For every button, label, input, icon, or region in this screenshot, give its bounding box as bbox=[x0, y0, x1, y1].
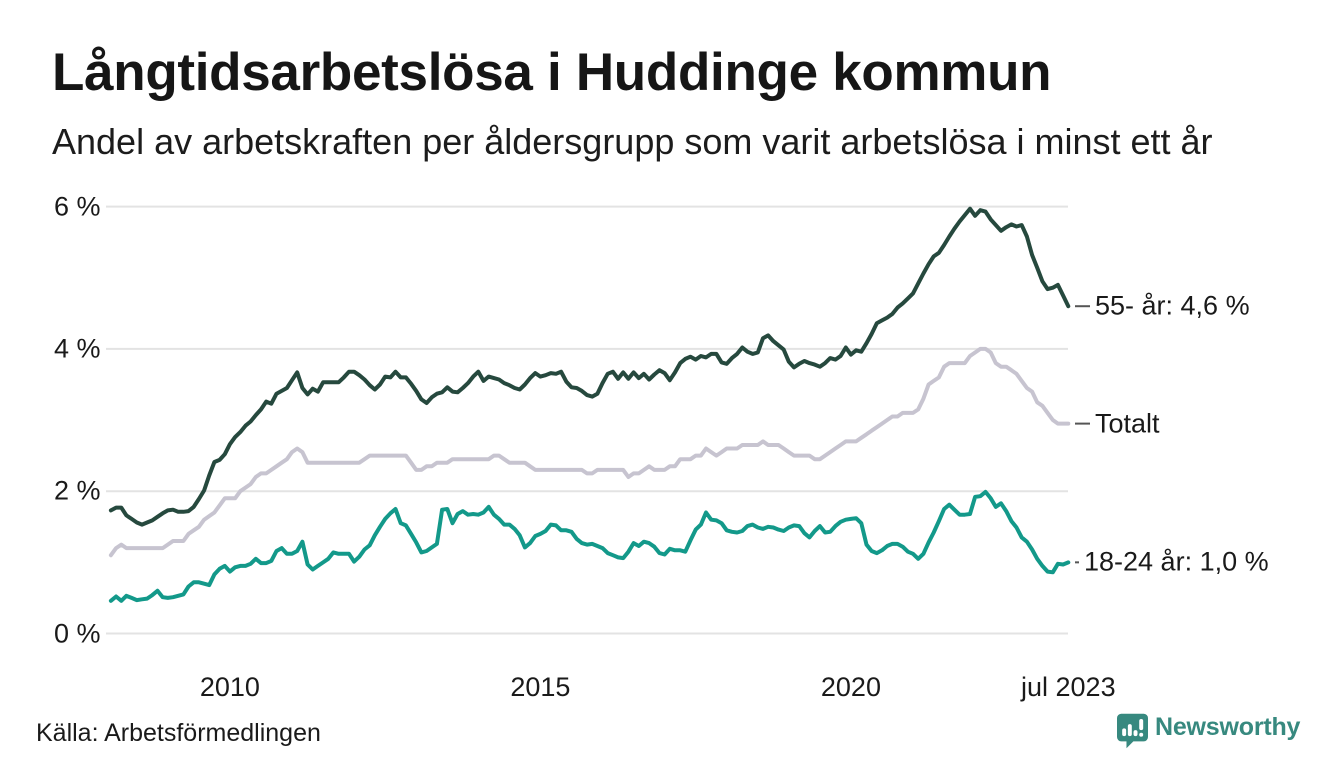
x-axis-label-2010: 2010 bbox=[199, 672, 260, 702]
x-axis-label-jul-2023: jul 2023 bbox=[1021, 672, 1116, 702]
series-end-label-55- år: 55- år: 4,6 % bbox=[1095, 290, 1250, 321]
y-axis-label-4: 4 % bbox=[54, 333, 101, 364]
y-axis-label-0: 0 % bbox=[54, 618, 101, 648]
source-note: Källa: Arbetsförmedlingen bbox=[36, 719, 321, 747]
chart-subtitle: Andel av arbetskraften per åldersgrupp s… bbox=[52, 121, 1213, 162]
series-end-label-Totalt: Totalt bbox=[1095, 408, 1160, 439]
y-axis-label-6: 6 % bbox=[54, 191, 101, 222]
newsworthy-logo-text: Newsworthy bbox=[1155, 712, 1301, 741]
chart-title: Långtidsarbetslösa i Huddinge kommun bbox=[52, 43, 1052, 102]
x-axis-label-2020: 2020 bbox=[820, 672, 881, 702]
newsworthy-logo: Newsworthy bbox=[1117, 712, 1300, 750]
series-line-Totalt bbox=[108, 346, 1071, 558]
series-end-label-18-24 år: 18-24 år: 1,0 % bbox=[1084, 546, 1269, 577]
x-axis-label-2015: 2015 bbox=[510, 672, 571, 702]
series-line-55- år bbox=[108, 206, 1071, 527]
newsworthy-logo-icon bbox=[1117, 713, 1148, 749]
y-axis-label-2: 2 % bbox=[54, 475, 101, 506]
series-line-18-24 år bbox=[108, 489, 1071, 603]
